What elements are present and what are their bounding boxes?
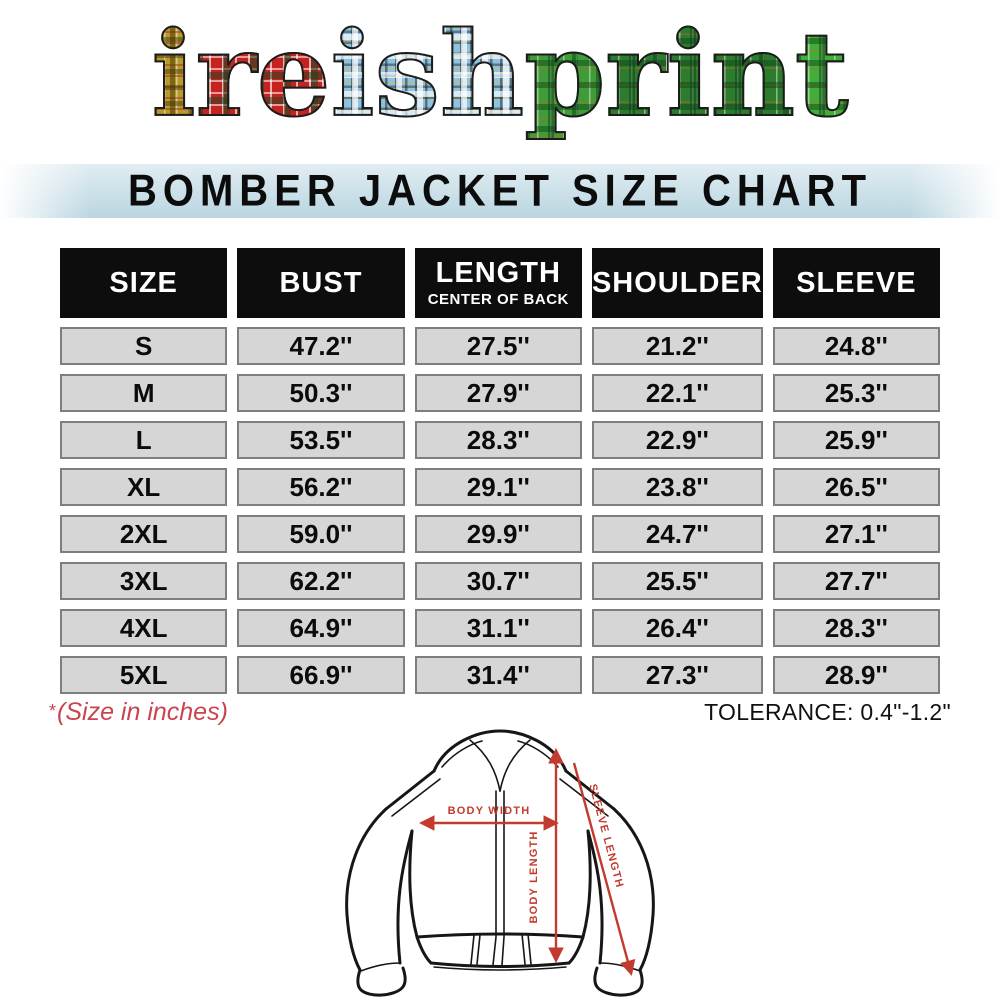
logo-letter: e [256,6,332,154]
measurement-cell: 31.1'' [414,609,582,647]
measurement-cell: 31.4'' [414,656,582,694]
logo-letter: i [150,6,197,154]
measurement-cell: 27.3'' [591,656,763,694]
size-cell: XL [60,468,228,506]
logo-letter: r [604,6,667,154]
size-cell: 3XL [60,562,228,600]
sleeve-length-arrow [572,762,636,977]
notes-row: *(Size in inches) TOLERANCE: 0.4"-1.2" [49,698,951,727]
measurement-cell: 27.5'' [414,327,582,365]
measurement-cell: 21.2'' [591,327,763,365]
measurement-cell: 66.9'' [237,656,405,694]
measurement-cell: 27.7'' [772,562,940,600]
measurement-cell: 30.7'' [414,562,582,600]
measurement-arrows [418,747,636,977]
logo-letter: r [195,6,258,154]
measurement-cell: 47.2'' [237,327,405,365]
size-cell: L [60,421,228,459]
column-header-size: SIZE [60,248,228,318]
size-cell: S [60,327,228,365]
measurement-cell: 22.9'' [591,421,763,459]
title-banner: BOMBER JACKET SIZE CHART [0,164,1000,218]
measurement-cell: 50.3'' [237,374,405,412]
measurement-cell: 24.8'' [772,327,940,365]
logo-letter: n [710,6,796,154]
jacket-outline [345,729,655,997]
measurement-cell: 29.1'' [414,468,582,506]
sleeve-length-label: SLEEVE LENGTH [586,783,625,890]
measurement-cell: 28.3'' [414,421,582,459]
measurement-cell: 64.9'' [237,609,405,647]
logo-letter: i [665,6,712,154]
measurement-cell: 56.2'' [237,468,405,506]
body-length-label: BODY LENGTH [528,830,540,923]
measurement-cell: 24.7'' [591,515,763,553]
jacket-measurement-diagram: BODY WIDTH BODY LENGTH SLEEVE LENGTH [0,727,1000,1007]
column-header-bust: BUST [237,248,405,318]
column-header-length: LENGTH CENTER OF BACK [414,248,582,318]
size-in-inches-note: *(Size in inches) [49,698,228,727]
column-header-sleeve: SLEEVE [772,248,940,318]
measurement-cell: 22.1'' [591,374,763,412]
page-title: BOMBER JACKET SIZE CHART [127,165,873,216]
asterisk: * [49,701,57,721]
measurement-cell: 59.0'' [237,515,405,553]
measurement-cell: 27.1'' [772,515,940,553]
measurement-cell: 28.9'' [772,656,940,694]
measurement-cell: 27.9'' [414,374,582,412]
measurement-cell: 25.9'' [772,421,940,459]
logo-letter: p [523,6,606,154]
measurement-cell: 28.3'' [772,609,940,647]
measurement-cell: 26.5'' [772,468,940,506]
column-header-shoulder: SHOULDER [591,248,763,318]
jacket-diagram-svg: BODY WIDTH BODY LENGTH SLEEVE LENGTH [345,729,655,997]
logo-letter: i [330,6,376,154]
measurement-cell: 62.2'' [237,562,405,600]
body-width-label: BODY WIDTH [448,805,531,817]
tolerance-note: TOLERANCE: 0.4"-1.2" [704,699,951,725]
size-cell: 2XL [60,515,228,553]
measurement-cell: 26.4'' [591,609,763,647]
size-in-inches-text: (Size in inches) [57,698,228,726]
logo-letter: t [794,6,849,154]
logo-letter: h [439,6,525,154]
measurement-cell: 25.3'' [772,374,940,412]
measurement-cell: 53.5'' [237,421,405,459]
measurement-cell: 29.9'' [414,515,582,553]
size-cell: M [60,374,228,412]
size-cell: 5XL [60,656,228,694]
logo-letter: s [374,6,441,154]
size-cell: 4XL [60,609,228,647]
measurement-cell: 25.5'' [591,562,763,600]
measurement-cell: 23.8'' [591,468,763,506]
size-chart-table: SIZE BUST LENGTH CENTER OF BACK SHOULDER… [60,248,940,694]
